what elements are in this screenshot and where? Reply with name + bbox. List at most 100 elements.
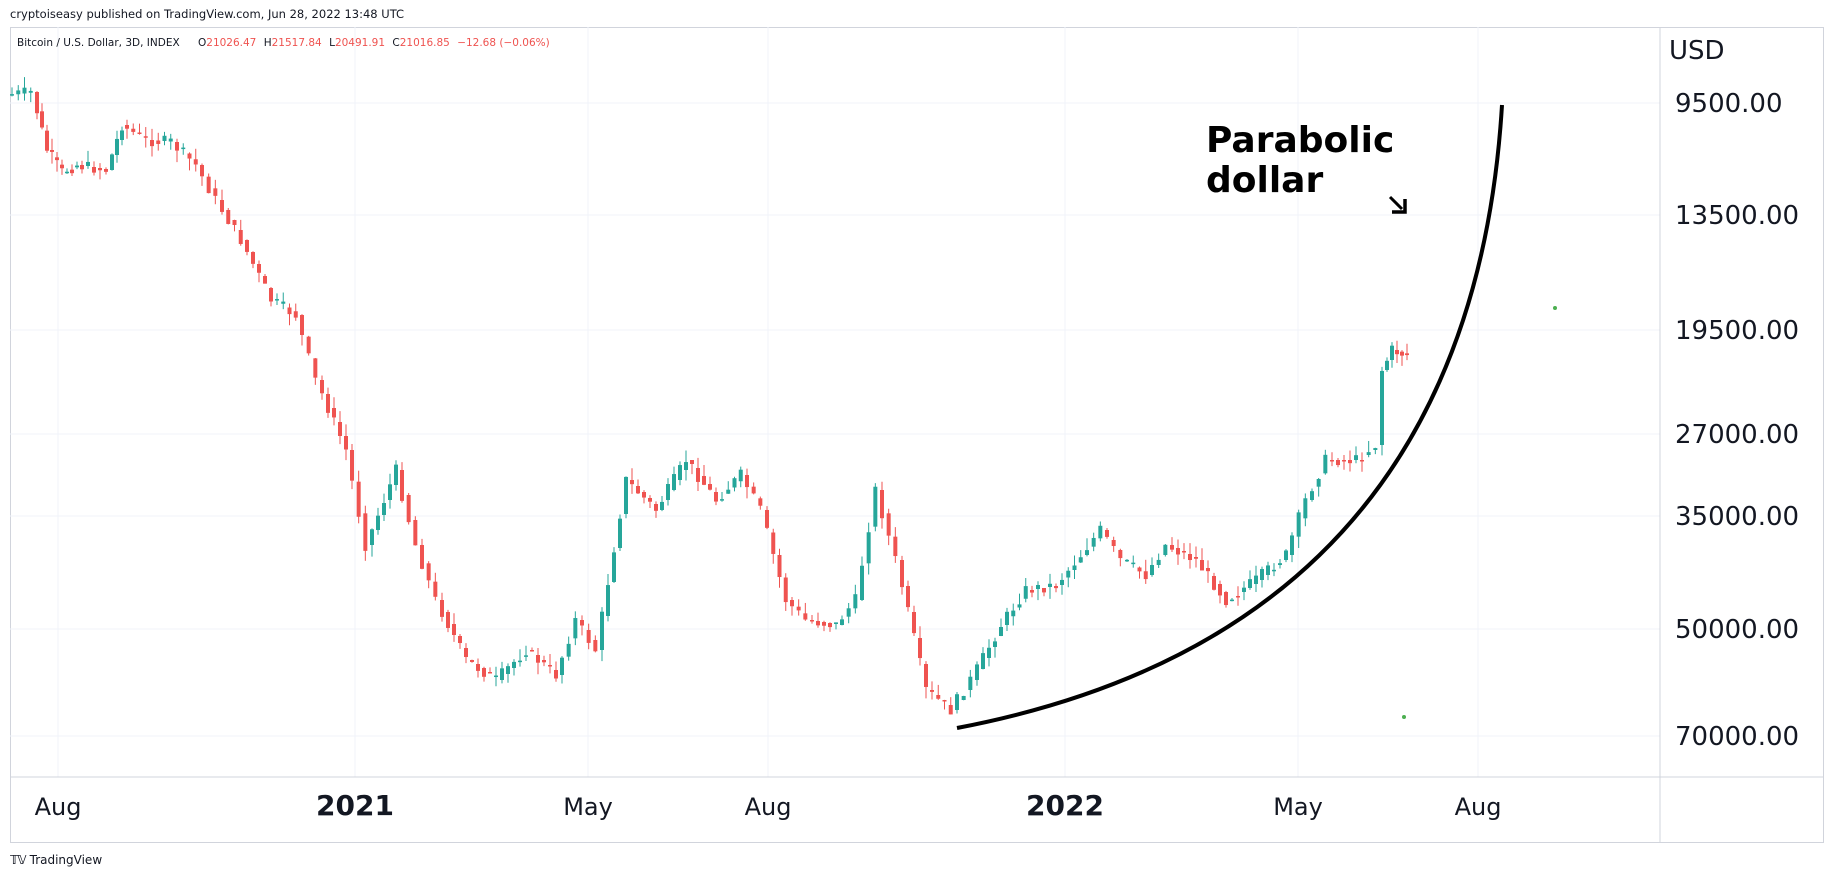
candle-body [1405, 353, 1409, 356]
candle-body [1176, 548, 1180, 555]
candle-body [1036, 584, 1040, 589]
candle-body [1137, 567, 1142, 572]
candle-body [942, 700, 947, 702]
candle-body [143, 136, 148, 138]
candle-body [1272, 569, 1276, 572]
candle-body [356, 481, 361, 517]
time-tick-label: May [563, 793, 613, 821]
candle-body [206, 176, 211, 194]
candle-body [810, 620, 814, 622]
candle-body [1156, 559, 1161, 565]
candle-body [1400, 351, 1404, 356]
candle-body [232, 220, 237, 225]
candle-body [1048, 583, 1052, 587]
candle-body [660, 501, 664, 510]
candle-body [306, 336, 311, 354]
candle-body [993, 641, 997, 647]
candle-body [1385, 360, 1389, 370]
candle-body [40, 111, 44, 128]
candle-body [120, 130, 124, 140]
candle-body [213, 188, 218, 196]
candle-body [181, 147, 186, 150]
candle-body [630, 480, 634, 485]
candle-body [376, 515, 380, 530]
candle-body [612, 552, 616, 582]
price-tick-label: 13500.00 [1675, 201, 1799, 231]
candle-body [573, 618, 578, 639]
candle-body [1373, 448, 1378, 450]
candle-body [1230, 599, 1234, 602]
candles [10, 77, 1409, 715]
candle-body [238, 230, 243, 244]
candle-body [886, 513, 891, 536]
candle-body [275, 299, 279, 301]
candle-body [606, 585, 610, 616]
candle-body [1236, 596, 1240, 598]
candle-body [75, 165, 79, 168]
candle-body [326, 394, 330, 413]
candle-body [900, 560, 904, 588]
candle-body [1118, 550, 1123, 559]
candle-body [708, 484, 712, 490]
candle-body [1023, 586, 1028, 599]
candle-body [654, 504, 658, 511]
candle-body [530, 650, 534, 652]
candle-body [92, 167, 96, 173]
candle-body [771, 532, 776, 554]
candle-body [110, 154, 114, 170]
candle-body [834, 622, 838, 624]
candle-body [1218, 584, 1222, 596]
candle-body [1296, 512, 1301, 537]
candle-body [332, 408, 336, 418]
footer-brand: TradingView [29, 853, 103, 867]
candle-body [70, 169, 74, 174]
candle-body [86, 161, 90, 166]
candle-body [1017, 604, 1022, 608]
candle-body [1194, 557, 1198, 559]
candle-body [803, 613, 808, 620]
price-tick-label: 70000.00 [1675, 722, 1799, 752]
parabolic-curve [956, 104, 1504, 730]
candle-body [293, 311, 298, 318]
candle-body [726, 489, 731, 494]
candle-body [370, 529, 374, 545]
candle-body [300, 315, 304, 335]
candle-body [433, 581, 438, 597]
candle-body [245, 240, 249, 252]
candle-body [1336, 460, 1340, 466]
candle-body [263, 276, 267, 284]
candle-body [918, 638, 922, 659]
candle-body [1150, 565, 1154, 575]
publisher-header: cryptoiseasy published on TradingView.co… [10, 7, 405, 21]
candle-body [1005, 611, 1009, 625]
candle-body [1091, 537, 1096, 547]
candle-body [1111, 540, 1116, 547]
candle-body [981, 653, 985, 669]
candle-body [1303, 498, 1308, 519]
candle-body [1098, 525, 1103, 539]
legend-symbol: Bitcoin / U.S. Dollar, 3D, INDEX [17, 37, 180, 49]
candle-body [1011, 610, 1016, 617]
candle-body [16, 90, 21, 95]
price-tick-label: 9500.00 [1675, 89, 1783, 119]
footer: 𝕋𝕍 TradingView [10, 853, 102, 867]
candle-body [1200, 560, 1204, 571]
candle-body [10, 94, 14, 96]
time-tick-label: 2021 [316, 789, 394, 822]
candle-body [1316, 479, 1321, 487]
candle-body [488, 672, 492, 674]
candle-body [406, 495, 411, 523]
candle-body [413, 520, 418, 546]
candle-body [125, 125, 129, 129]
candle-body [446, 612, 450, 628]
candle-body [1260, 569, 1264, 580]
candle-body [1284, 550, 1288, 560]
candle-body [131, 128, 136, 132]
candle-body [1188, 554, 1192, 561]
candle-body [1131, 562, 1136, 565]
candle-body [1054, 586, 1058, 589]
candle-body [476, 664, 480, 671]
candle-body [1323, 454, 1328, 474]
candle-body [162, 135, 167, 141]
